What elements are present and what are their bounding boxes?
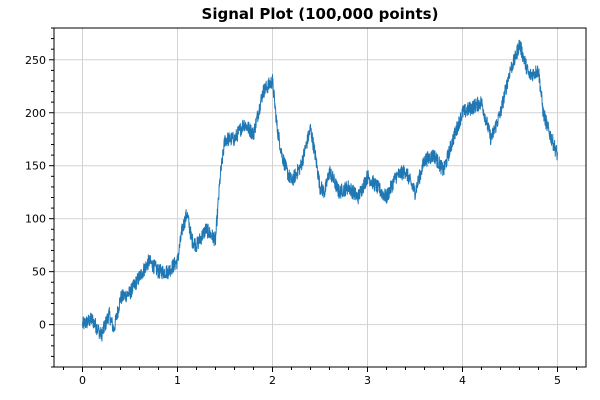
x-tick-label: 1 [174, 374, 181, 387]
grid [54, 28, 586, 367]
y-tick-label: 50 [32, 266, 46, 279]
signal-series-line [82, 39, 558, 342]
x-tick-label: 0 [79, 374, 86, 387]
y-tick-label: 200 [25, 107, 46, 120]
series-layer [82, 39, 558, 342]
y-tick-label: 150 [25, 160, 46, 173]
y-tick-label: 0 [39, 319, 46, 332]
x-tick-label: 5 [554, 374, 561, 387]
x-tick-label: 3 [364, 374, 371, 387]
y-tick-label: 250 [25, 54, 46, 67]
ticks [49, 27, 577, 372]
x-tick-label: 4 [459, 374, 466, 387]
y-tick-label: 100 [25, 213, 46, 226]
plot-frame [53, 27, 587, 368]
chart-title: Signal Plot (100,000 points) [202, 5, 439, 23]
x-tick-label: 2 [269, 374, 276, 387]
